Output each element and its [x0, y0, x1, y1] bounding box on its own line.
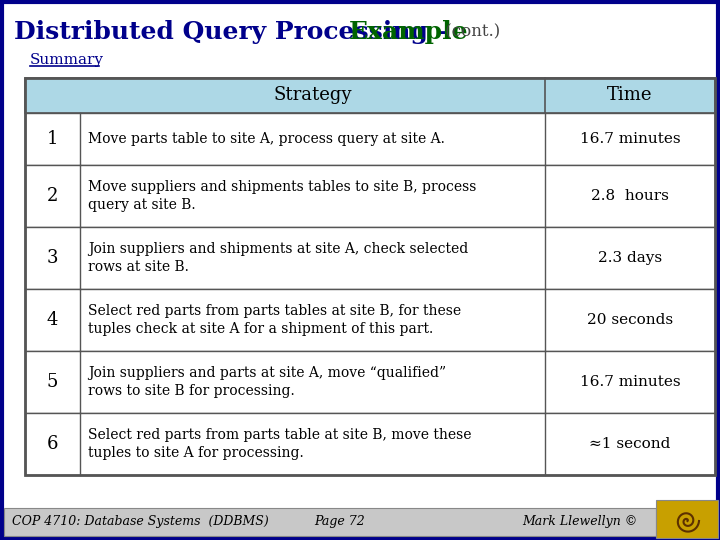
Text: (cont.): (cont.)	[440, 24, 500, 40]
Text: 3: 3	[47, 249, 58, 267]
Text: 16.7 minutes: 16.7 minutes	[580, 132, 680, 146]
Text: ≈1 second: ≈1 second	[589, 437, 671, 451]
Text: Select red parts from parts tables at site B, for these
tuples check at site A f: Select red parts from parts tables at si…	[88, 304, 461, 336]
Text: Mark Llewellyn ©: Mark Llewellyn ©	[523, 516, 638, 529]
Text: 2.3 days: 2.3 days	[598, 251, 662, 265]
Bar	[25, 165, 715, 227]
Text: Move parts table to site A, process query at site A.: Move parts table to site A, process quer…	[88, 132, 445, 146]
Text: COP 4710: Database Systems  (DDBMS): COP 4710: Database Systems (DDBMS)	[12, 516, 269, 529]
Text: 4: 4	[47, 311, 58, 329]
Text: Time: Time	[607, 86, 653, 105]
Bar	[4, 508, 656, 536]
Bar	[25, 78, 715, 475]
Text: Join suppliers and shipments at site A, check selected
rows at site B.: Join suppliers and shipments at site A, …	[88, 242, 468, 274]
Bar	[25, 113, 715, 165]
Text: Strategy: Strategy	[274, 86, 352, 105]
Text: Join suppliers and parts at site A, move “qualified”
rows to site B for processi: Join suppliers and parts at site A, move…	[88, 366, 446, 398]
Text: 1: 1	[47, 130, 58, 148]
Bar	[656, 500, 718, 538]
Bar	[25, 289, 715, 351]
Text: 5: 5	[47, 373, 58, 391]
Bar	[25, 78, 715, 113]
Bar	[25, 227, 715, 289]
Text: 2.8  hours: 2.8 hours	[591, 189, 669, 203]
Text: Distributed Query Processing –: Distributed Query Processing –	[14, 20, 458, 44]
Text: 2: 2	[47, 187, 58, 205]
Bar	[25, 413, 715, 475]
Text: Page 72: Page 72	[315, 516, 365, 529]
Text: Select red parts from parts table at site B, move these
tuples to site A for pro: Select red parts from parts table at sit…	[88, 428, 472, 460]
Text: 16.7 minutes: 16.7 minutes	[580, 375, 680, 389]
Text: 20 seconds: 20 seconds	[587, 313, 673, 327]
Text: Summary: Summary	[30, 53, 104, 67]
Text: 6: 6	[47, 435, 58, 453]
Bar	[25, 351, 715, 413]
Text: Move suppliers and shipments tables to site B, process
query at site B.: Move suppliers and shipments tables to s…	[88, 180, 477, 212]
Text: Example: Example	[349, 20, 469, 44]
